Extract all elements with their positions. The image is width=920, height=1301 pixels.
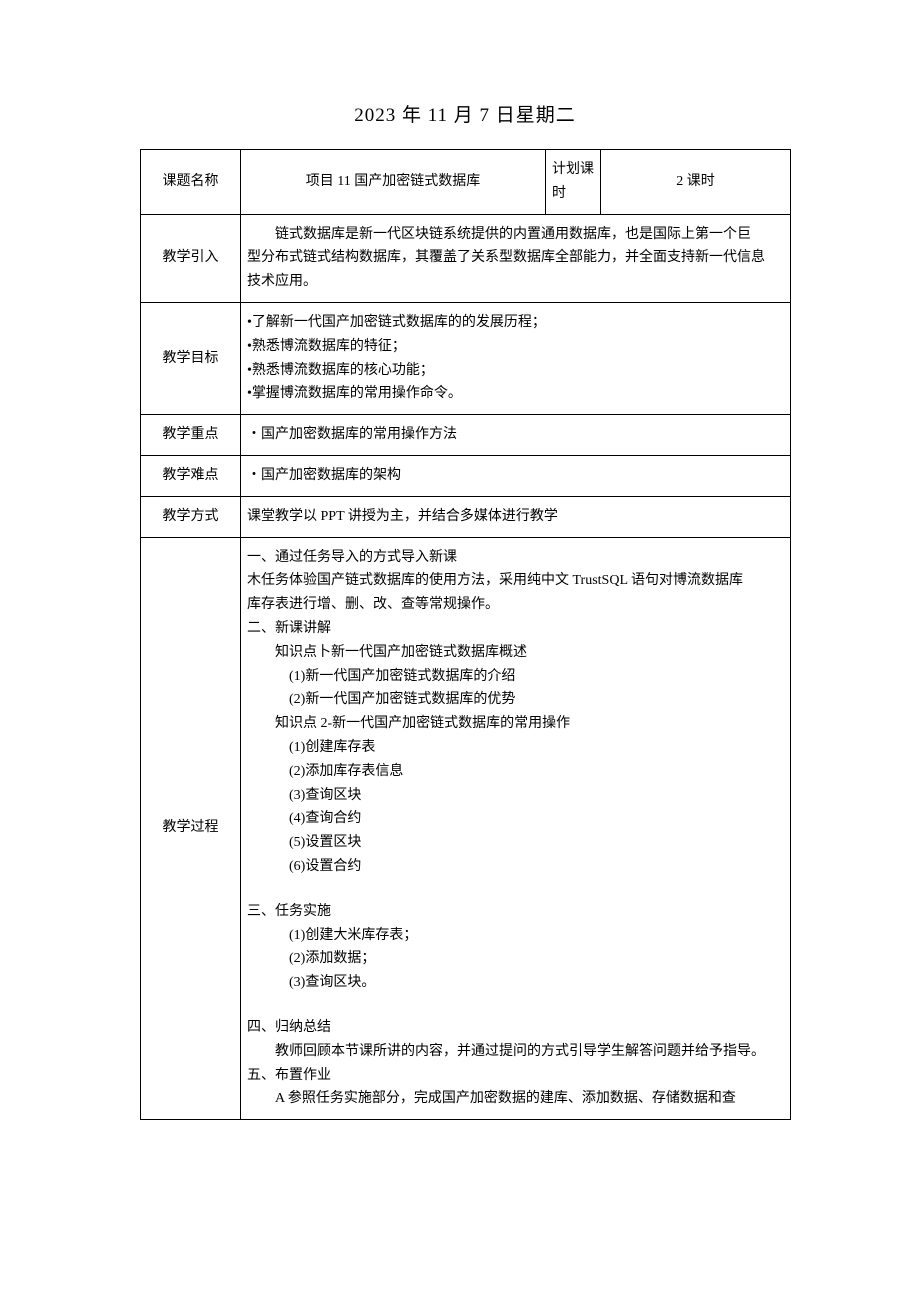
goal-4: •掌握博流数据库的常用操作命令。 [247, 382, 784, 406]
intro-line2: 型分布式链式结构数据库，其覆盖了关系型数据库全部能力，并全面支持新一代信息 [247, 246, 784, 270]
page-title: 2023 年 11 月 7 日星期二 [140, 100, 790, 127]
proc-9: (1)创建库存表 [247, 736, 784, 760]
row-difficulty: 教学难点 ・国产加密数据库的架构 [141, 455, 791, 496]
proc-16: (1)创建大米库存表； [247, 924, 784, 948]
goals-content: •了解新一代国产加密链式数据库的的发展历程； •熟悉博流数据库的特征； •熟悉博… [241, 302, 791, 414]
proc-12: (4)查询合约 [247, 807, 784, 831]
proc-15: 三、任务实施 [247, 900, 784, 924]
keypoint-content: ・国产加密数据库的常用操作方法 [241, 415, 791, 456]
intro-line3: 技术应用。 [247, 270, 784, 294]
proc-3: 库存表进行增、删、改、查等常规操作。 [247, 593, 784, 617]
proc-8: 知识点 2-新一代国产加密链式数据库的常用操作 [247, 712, 784, 736]
intro-content: 链式数据库是新一代区块链系统提供的内置通用数据库，也是国际上第一个巨型分布式链式… [241, 214, 791, 302]
proc-5: 知识点卜新一代国产加密链式数据库概述 [247, 641, 784, 665]
label-plan-hours: 计划课时 [546, 150, 601, 215]
proc-21: 五、布置作业 [247, 1064, 784, 1088]
label-difficulty: 教学难点 [141, 455, 241, 496]
row-keypoint: 教学重点 ・国产加密数据库的常用操作方法 [141, 415, 791, 456]
plan-hours-value: 2 课时 [601, 150, 791, 215]
proc-14: (6)设置合约 [247, 855, 784, 879]
proc-19: 四、归纳总结 [247, 1016, 784, 1040]
proc-7: (2)新一代国产加密链式数据库的优势 [247, 688, 784, 712]
gap-2 [247, 995, 784, 1016]
method-content: 课堂教学以 PPT 讲授为主，并结合多媒体进行教学 [241, 496, 791, 537]
row-process: 教学过程 一、通过任务导入的方式导入新课 木任务体验国产链式数据库的使用方法，采… [141, 537, 791, 1120]
row-method: 教学方式 课堂教学以 PPT 讲授为主，并结合多媒体进行教学 [141, 496, 791, 537]
lesson-plan-table: 课题名称 项目 11 国产加密链式数据库 计划课时 2 课时 教学引入 链式数据… [140, 149, 791, 1120]
intro-line1: 链式数据库是新一代区块链系统提供的内置通用数据库，也是国际上第一个巨 [275, 227, 751, 242]
proc-20: 教师回顾本节课所讲的内容，并通过提问的方式引导学生解答问题并给予指导。 [247, 1040, 784, 1064]
label-intro: 教学引入 [141, 214, 241, 302]
row-goals: 教学目标 •了解新一代国产加密链式数据库的的发展历程； •熟悉博流数据库的特征；… [141, 302, 791, 414]
topic-name-value: 项目 11 国产加密链式数据库 [241, 150, 546, 215]
goal-1: •了解新一代国产加密链式数据库的的发展历程； [247, 311, 784, 335]
difficulty-content: ・国产加密数据库的架构 [241, 455, 791, 496]
label-topic-name: 课题名称 [141, 150, 241, 215]
proc-1: 一、通过任务导入的方式导入新课 [247, 546, 784, 570]
proc-4: 二、新课讲解 [247, 617, 784, 641]
proc-6: (1)新一代国产加密链式数据库的介绍 [247, 665, 784, 689]
proc-11: (3)查询区块 [247, 784, 784, 808]
gap-1 [247, 879, 784, 900]
row-topic: 课题名称 项目 11 国产加密链式数据库 计划课时 2 课时 [141, 150, 791, 215]
process-content: 一、通过任务导入的方式导入新课 木任务体验国产链式数据库的使用方法，采用纯中文 … [241, 537, 791, 1120]
proc-22: A 参照任务实施部分，完成国产加密数据的建库、添加数据、存储数据和查 [247, 1087, 784, 1111]
proc-2: 木任务体验国产链式数据库的使用方法，采用纯中文 TrustSQL 语句对博流数据… [247, 569, 784, 593]
row-intro: 教学引入 链式数据库是新一代区块链系统提供的内置通用数据库，也是国际上第一个巨型… [141, 214, 791, 302]
goal-3: •熟悉博流数据库的核心功能； [247, 359, 784, 383]
label-process: 教学过程 [141, 537, 241, 1120]
proc-18: (3)查询区块。 [247, 971, 784, 995]
label-goals: 教学目标 [141, 302, 241, 414]
proc-10: (2)添加库存表信息 [247, 760, 784, 784]
label-keypoint: 教学重点 [141, 415, 241, 456]
goal-2: •熟悉博流数据库的特征； [247, 335, 784, 359]
proc-13: (5)设置区块 [247, 831, 784, 855]
label-method: 教学方式 [141, 496, 241, 537]
proc-17: (2)添加数据； [247, 947, 784, 971]
